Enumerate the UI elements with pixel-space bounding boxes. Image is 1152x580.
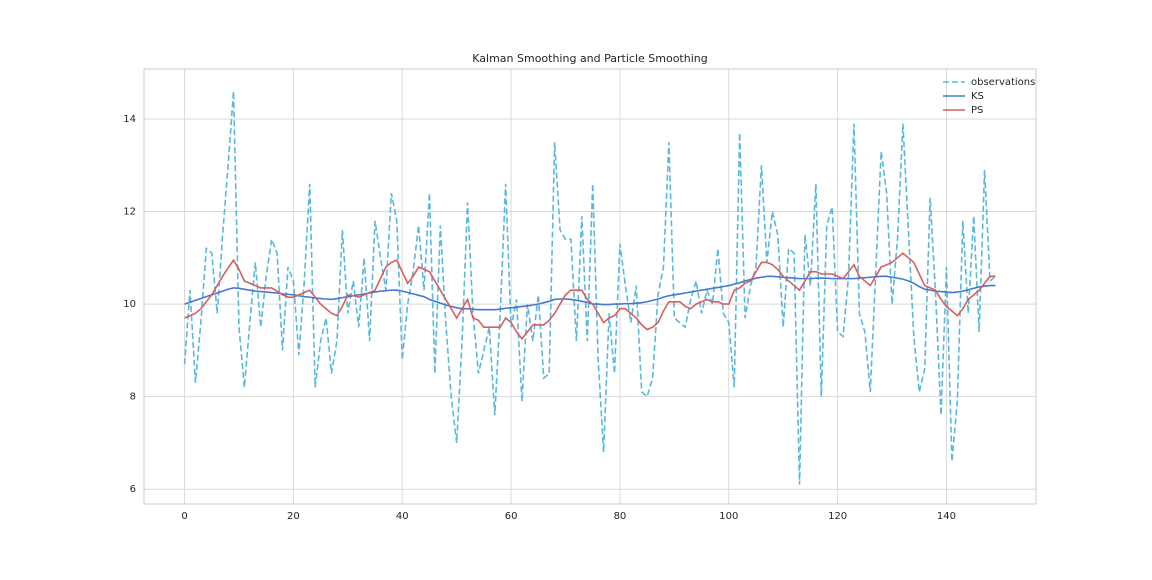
x-tick-label: 60	[505, 511, 518, 522]
x-tick-label: 120	[828, 511, 847, 522]
x-tick-label: 80	[614, 511, 627, 522]
y-tick-label: 12	[123, 207, 136, 218]
x-tick-label: 140	[937, 511, 956, 522]
y-tick-label: 8	[130, 392, 136, 403]
x-tick-label: 20	[287, 511, 300, 522]
x-tick-label: 40	[396, 511, 409, 522]
legend-label: KS	[971, 91, 984, 102]
chart-title: Kalman Smoothing and Particle Smoothing	[472, 52, 707, 65]
x-tick-label: 100	[719, 511, 738, 522]
y-tick-label: 6	[130, 484, 136, 495]
legend-label: observations	[971, 77, 1035, 88]
plot-frame	[143, 68, 1037, 505]
y-tick-label: 10	[123, 299, 136, 310]
y-tick-label: 14	[123, 114, 136, 125]
series-line	[184, 252, 996, 341]
x-tick-label: 0	[181, 511, 187, 522]
series-line	[183, 91, 996, 485]
legend-label: PS	[971, 105, 983, 116]
